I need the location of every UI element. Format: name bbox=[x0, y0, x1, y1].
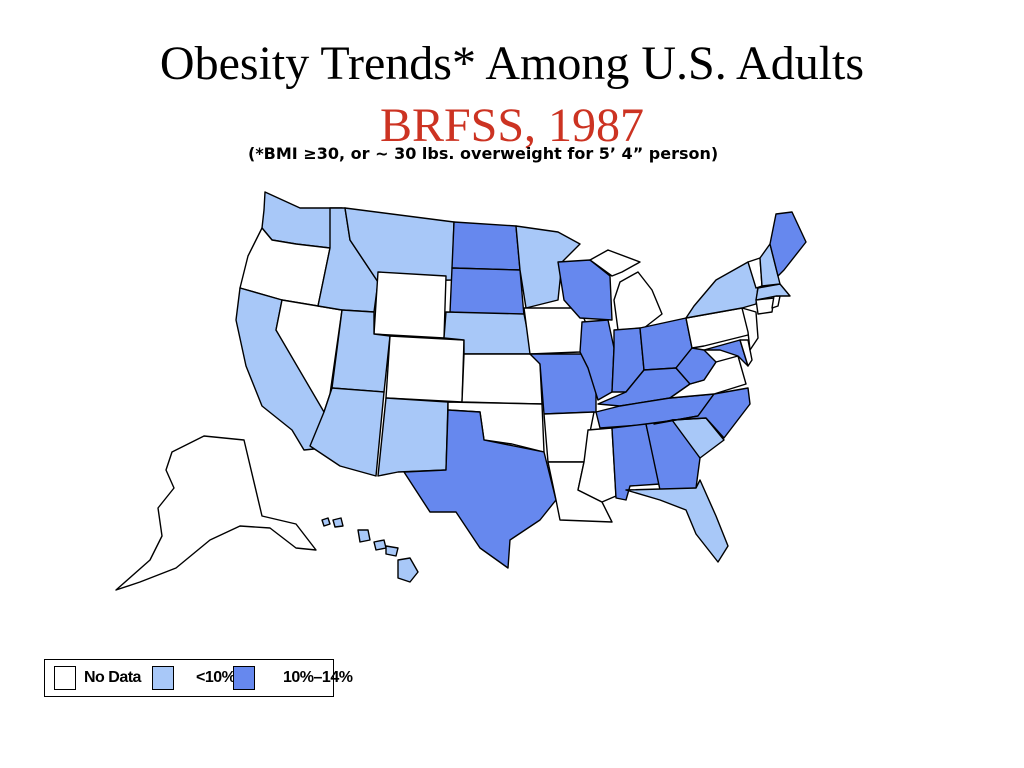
state-WY bbox=[373, 271, 447, 339]
legend-label-10to14: 10%–14% bbox=[283, 669, 353, 686]
state-MI bbox=[589, 249, 663, 331]
state-KS bbox=[461, 353, 543, 405]
bmi-footnote: (*BMI ≥30, or ~ 30 lbs. overweight for 5… bbox=[248, 144, 719, 163]
state-MN bbox=[515, 225, 581, 309]
state-CT bbox=[755, 297, 775, 315]
legend-swatch-lt10 bbox=[152, 666, 174, 690]
state-RI bbox=[771, 295, 781, 309]
state-MD bbox=[703, 339, 749, 367]
state-IL bbox=[579, 319, 615, 401]
legend-label-no-data: No Data bbox=[84, 669, 141, 686]
state-AZ bbox=[309, 387, 385, 477]
state-AK bbox=[115, 435, 317, 591]
legend: No Data <10% 10%–14% bbox=[44, 659, 353, 697]
state-HI bbox=[321, 517, 419, 583]
state-ND bbox=[451, 221, 521, 271]
title-line-2: BRFSS, 1987 bbox=[379, 99, 645, 152]
state-CO bbox=[385, 335, 465, 403]
state-FL bbox=[625, 479, 729, 563]
state-SD bbox=[449, 267, 525, 317]
legend-swatch-no-data bbox=[54, 666, 76, 690]
legend-swatch-10to14 bbox=[233, 666, 255, 690]
legend-label-lt10: <10% bbox=[196, 669, 236, 686]
title-line-1: Obesity Trends* Among U.S. Adults bbox=[159, 37, 865, 90]
state-NC bbox=[653, 387, 751, 439]
state-NM bbox=[377, 397, 449, 477]
state-ME bbox=[769, 211, 807, 277]
state-TX bbox=[403, 409, 557, 569]
state-NJ bbox=[741, 307, 759, 351]
state-NH bbox=[759, 243, 781, 287]
